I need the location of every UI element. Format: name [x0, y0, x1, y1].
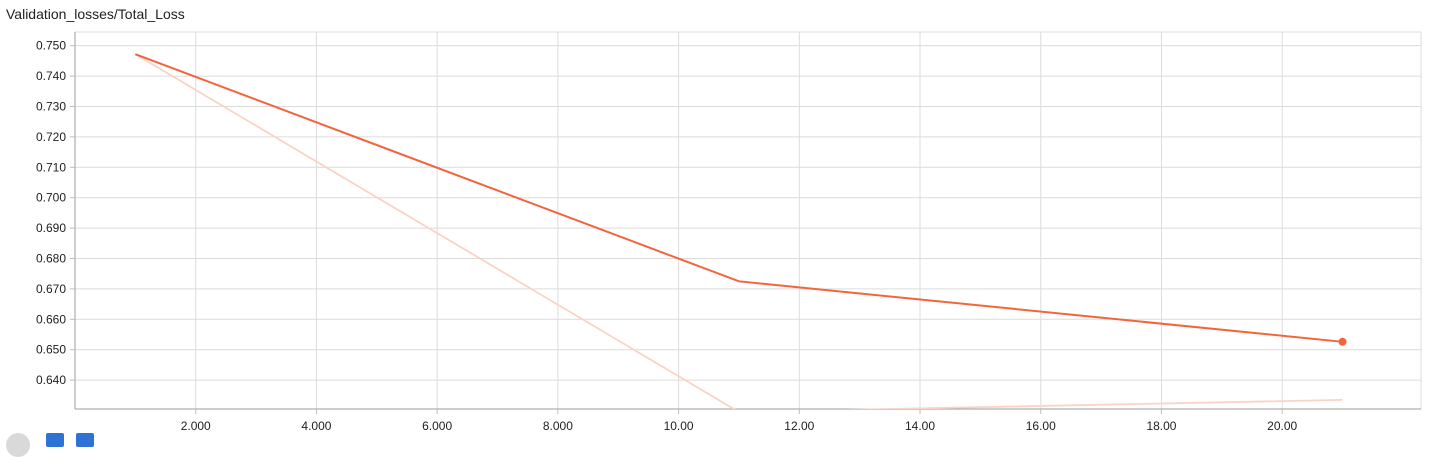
- x-tick-label: 10.00: [664, 419, 694, 433]
- x-tick-label: 8.000: [543, 419, 573, 433]
- x-axis-ticks: 2.000 4.000 6.000 8.000 10.00 12.00 14.00 16.00…: [181, 409, 1298, 433]
- y-tick-label: 0.650: [36, 343, 66, 357]
- y-tick-label: 0.640: [36, 373, 66, 387]
- y-tick-label: 0.720: [36, 130, 66, 144]
- x-tick-label: 20.00: [1267, 419, 1297, 433]
- x-tick-label: 16.00: [1026, 419, 1056, 433]
- y-axis-ticks: 0.640 0.650 0.660 0.670 0.680 0.690 0.700 0.710…: [36, 39, 75, 387]
- x-tick-label: 4.000: [301, 419, 331, 433]
- y-tick-label: 0.750: [36, 39, 66, 53]
- grid: [75, 31, 1422, 409]
- y-tick-label: 0.710: [36, 160, 66, 174]
- smoothed-series-line[interactable]: [135, 53, 1343, 343]
- y-tick-label: 0.670: [36, 282, 66, 296]
- data-icon[interactable]: [76, 433, 94, 447]
- circle-button-icon[interactable]: [6, 433, 30, 457]
- x-tick-label: 12.00: [784, 419, 814, 433]
- y-tick-label: 0.700: [36, 191, 66, 205]
- expand-icon[interactable]: [46, 433, 64, 447]
- raw-series-line[interactable]: [134, 53, 1343, 412]
- y-tick-label: 0.690: [36, 221, 66, 235]
- axes: [74, 32, 1421, 410]
- line-chart[interactable]: 0.640 0.650 0.660 0.670 0.680 0.690 0.700 0.710…: [0, 0, 1432, 441]
- y-tick-label: 0.740: [36, 69, 66, 83]
- x-tick-label: 18.00: [1146, 419, 1176, 433]
- series-group: [134, 53, 1347, 412]
- y-tick-label: 0.660: [36, 312, 66, 326]
- last-point-marker[interactable]: [1338, 337, 1347, 346]
- x-tick-label: 6.000: [422, 419, 452, 433]
- x-tick-label: 14.00: [905, 419, 935, 433]
- chart-title: Validation_losses/Total_Loss: [6, 6, 185, 22]
- y-tick-label: 0.680: [36, 252, 66, 266]
- y-tick-label: 0.730: [36, 99, 66, 113]
- x-tick-label: 2.000: [181, 419, 211, 433]
